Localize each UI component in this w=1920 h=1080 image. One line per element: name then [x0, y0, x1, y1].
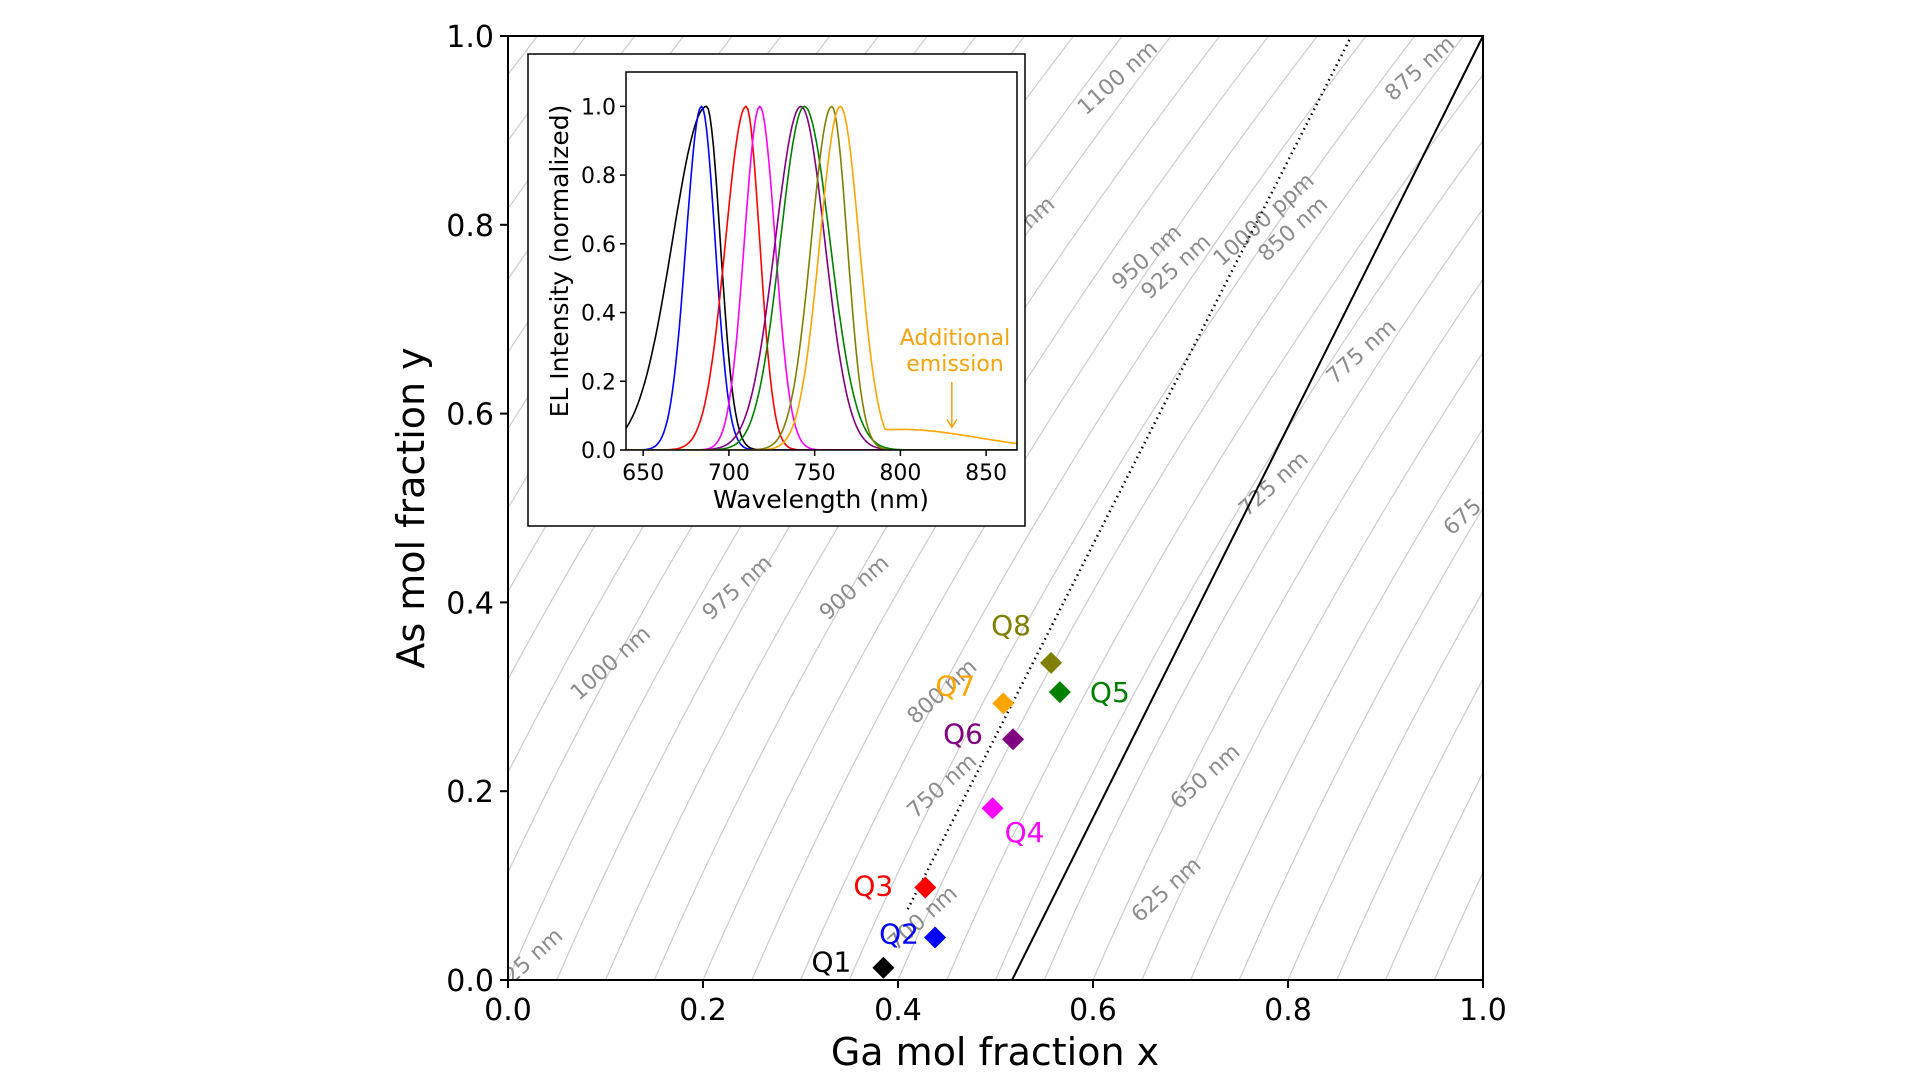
y-tick-label: 0.8 — [446, 209, 494, 244]
annotation-line-1: Additional — [900, 326, 1010, 351]
point-q8 — [1040, 651, 1063, 674]
x-tick-label: 0.6 — [1069, 993, 1117, 1028]
inset-y-tick-label: 0.6 — [581, 233, 616, 258]
contour-line — [1141, 351, 1483, 980]
inset-y-axis-title: EL Intensity (normalized) — [545, 105, 574, 418]
y-tick-label: 0.6 — [446, 398, 494, 433]
inset-y-ticks: 0.0 0.2 0.4 0.6 0.8 1.0 — [581, 95, 626, 464]
contour-label: 975 nm — [698, 551, 777, 626]
point-label-q1: Q1 — [811, 946, 851, 979]
main-plot-frame — [507, 35, 1484, 981]
main-x-axis-title: Ga mol fraction x — [831, 1030, 1159, 1074]
contour-line — [508, 36, 587, 142]
x-tick-label: 0.8 — [1264, 993, 1312, 1028]
inset-y-tick-label: 0.0 — [581, 439, 616, 464]
inset-axes-frame — [625, 71, 1018, 451]
spectrum-line — [626, 105, 1017, 450]
contour-line — [848, 36, 1416, 980]
contour-line — [1092, 278, 1483, 980]
y-tick-label: 0.2 — [446, 775, 494, 810]
point-label-q3: Q3 — [853, 869, 893, 902]
contour-line — [1043, 207, 1483, 980]
point-label-q4: Q4 — [1005, 816, 1045, 849]
contour-line — [508, 36, 636, 210]
dotted-ppm-line — [906, 35, 1353, 910]
inset-y-tick-label: 0.8 — [581, 164, 616, 189]
main-x-ticks: 0.0 0.2 0.4 0.6 0.8 1.0 — [484, 980, 1507, 1028]
contour-line — [1336, 678, 1483, 980]
spectrum-line — [626, 105, 1017, 450]
inset-y-tick-label: 0.2 — [581, 370, 616, 395]
contour-line — [1678, 36, 1920, 980]
contour-line — [508, 36, 538, 76]
contour-line — [1238, 506, 1483, 980]
x-tick-label: 0.2 — [679, 993, 727, 1028]
contour-line — [994, 139, 1483, 980]
main-y-axis-title: As mol fraction y — [389, 347, 433, 668]
point-q2 — [924, 926, 947, 949]
point-label-q8: Q8 — [991, 609, 1031, 642]
contour-label: 1100 nm — [1073, 36, 1163, 120]
contour-line — [1629, 36, 1920, 980]
point-q3 — [914, 876, 937, 899]
data-points: Q1 Q2 Q3 Q4 Q5 Q6 Q7 Q8 — [811, 609, 1130, 979]
contour-line — [1482, 978, 1483, 980]
solid-boundary-line — [1011, 35, 1484, 981]
contour-line — [1189, 427, 1483, 980]
spectrum-line — [626, 105, 1017, 450]
contour-line — [946, 73, 1483, 980]
y-tick-label: 0.4 — [446, 586, 494, 621]
inset-plot: 650 700 750 800 850 0.0 0.2 0.4 0.6 0.8 1.0 Wavel… — [527, 53, 1026, 527]
x-tick-label: 0.0 — [484, 993, 532, 1028]
inset-x-ticks: 650 700 750 800 850 — [622, 450, 1007, 486]
spectrum-line — [626, 105, 1017, 450]
point-q4 — [981, 797, 1004, 820]
point-q1 — [872, 956, 895, 979]
spectrum-line — [626, 105, 1017, 450]
annotation-line-2: emission — [906, 352, 1004, 377]
contour-line — [1873, 36, 1920, 980]
inset-x-axis-title: Wavelength (nm) — [713, 485, 929, 514]
contour-line — [1287, 590, 1483, 980]
point-q5 — [1048, 681, 1071, 704]
inset-x-tick-label: 850 — [965, 461, 1007, 486]
point-label-q2: Q2 — [879, 918, 919, 951]
main-y-ticks: 0.0 0.2 0.4 0.6 0.8 1.0 — [446, 20, 508, 999]
x-tick-label: 0.4 — [874, 993, 922, 1028]
point-q7 — [992, 692, 1015, 715]
contour-line — [1532, 36, 1920, 980]
contour-line — [1727, 36, 1920, 980]
inset-y-tick-label: 0.4 — [581, 302, 616, 327]
contour-line — [1384, 771, 1483, 980]
point-label-q7: Q7 — [935, 669, 975, 702]
inset-x-tick-label: 800 — [879, 461, 921, 486]
contour-label: 650 nm — [1166, 739, 1245, 814]
contour-line — [1824, 36, 1920, 980]
contour-label: 775 nm — [1322, 315, 1401, 390]
point-label-q6: Q6 — [943, 717, 983, 750]
y-tick-label: 0.0 — [446, 964, 494, 999]
contour-label: 1000 nm — [566, 621, 656, 705]
contour-label: 875 nm — [1380, 31, 1459, 106]
contour-label: 900 nm — [815, 551, 894, 626]
point-label-q5: Q5 — [1090, 676, 1130, 709]
inset-x-tick-label: 700 — [708, 461, 750, 486]
contour-line — [1433, 871, 1483, 980]
spectrum-line — [626, 105, 1017, 450]
inset-x-tick-label: 650 — [622, 461, 664, 486]
contour-line — [799, 36, 1367, 980]
y-tick-label: 1.0 — [446, 20, 494, 55]
contour-line — [1581, 36, 1920, 980]
spectrum-line — [626, 105, 1017, 450]
point-q6 — [1002, 728, 1025, 751]
contour-label: 625 nm — [1127, 853, 1206, 928]
inset-x-tick-label: 750 — [794, 461, 836, 486]
contour-label: 675 nm — [1439, 466, 1518, 541]
x-tick-label: 1.0 — [1459, 993, 1507, 1028]
annotation-arrowhead — [946, 418, 958, 429]
contour-line — [897, 36, 1464, 980]
contour-line — [1776, 36, 1920, 980]
inset-y-tick-label: 1.0 — [581, 95, 616, 120]
